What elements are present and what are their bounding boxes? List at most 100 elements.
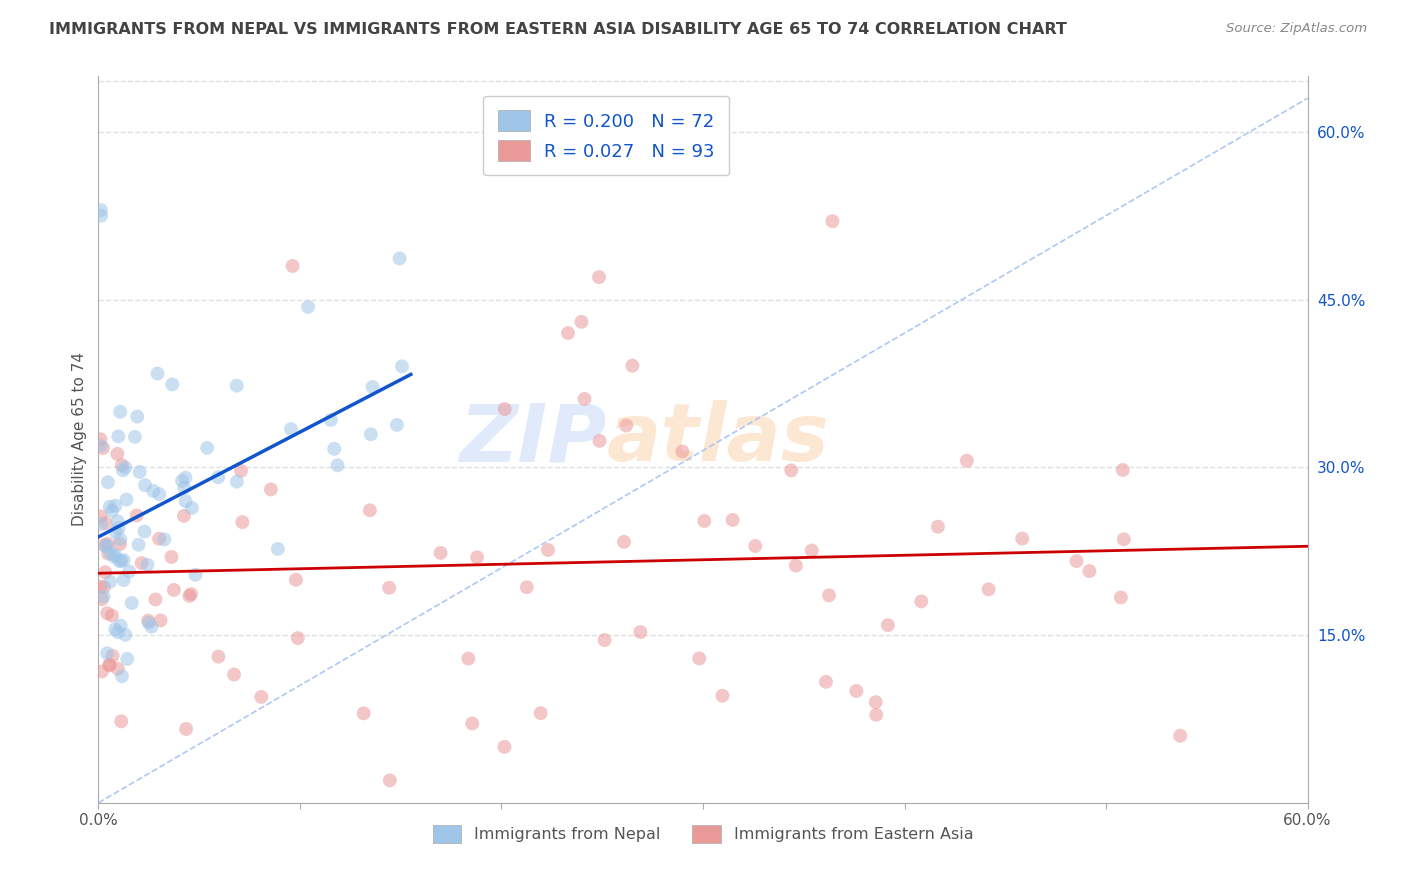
Point — [134, 478, 156, 492]
Point — [173, 481, 195, 495]
Point — [90, 665, 112, 679]
Point — [124, 430, 146, 444]
Point — [91, 441, 114, 455]
Point — [94, 539, 117, 553]
Point — [977, 582, 1000, 597]
Point — [107, 515, 129, 529]
Point — [1168, 729, 1191, 743]
Point — [110, 405, 132, 419]
Point — [173, 508, 195, 523]
Point — [613, 534, 636, 549]
Point — [845, 684, 868, 698]
Point — [184, 567, 207, 582]
Point — [146, 367, 169, 381]
Text: atlas: atlas — [606, 401, 830, 478]
Point — [429, 546, 451, 560]
Point — [105, 447, 128, 461]
Point — [89, 580, 111, 594]
Point — [588, 434, 610, 448]
Point — [927, 519, 949, 533]
Point — [1078, 564, 1101, 578]
Point — [593, 633, 616, 648]
Point — [180, 587, 202, 601]
Point — [104, 499, 127, 513]
Point — [1112, 463, 1135, 477]
Point — [378, 773, 401, 788]
Point — [110, 618, 132, 632]
Point — [800, 543, 823, 558]
Point — [118, 565, 141, 579]
Point — [229, 464, 252, 478]
Point — [98, 658, 121, 673]
Point — [621, 359, 644, 373]
Point — [103, 549, 125, 564]
Point — [97, 475, 120, 490]
Point — [89, 509, 111, 524]
Point — [111, 669, 134, 683]
Point — [494, 402, 516, 417]
Point — [222, 667, 245, 681]
Point — [780, 463, 803, 477]
Point — [90, 202, 112, 217]
Point — [94, 566, 117, 580]
Point — [93, 589, 115, 603]
Point — [571, 315, 593, 329]
Point — [101, 648, 124, 663]
Point — [557, 326, 579, 340]
Point — [818, 588, 841, 602]
Point — [100, 547, 122, 561]
Point — [865, 707, 887, 722]
Text: IMMIGRANTS FROM NEPAL VS IMMIGRANTS FROM EASTERN ASIA DISABILITY AGE 65 TO 74 CO: IMMIGRANTS FROM NEPAL VS IMMIGRANTS FROM… — [49, 22, 1067, 37]
Point — [138, 615, 160, 630]
Point — [153, 533, 176, 547]
Point — [588, 270, 610, 285]
Point — [111, 458, 134, 473]
Point — [179, 589, 201, 603]
Point — [530, 706, 553, 721]
Point — [112, 573, 135, 587]
Point — [94, 516, 117, 531]
Point — [93, 538, 115, 552]
Point — [574, 392, 596, 406]
Point — [361, 380, 384, 394]
Point — [693, 514, 716, 528]
Point — [174, 471, 197, 485]
Point — [107, 662, 129, 676]
Point — [89, 432, 111, 446]
Point — [163, 582, 186, 597]
Point — [260, 483, 283, 497]
Text: ZIP: ZIP — [458, 401, 606, 478]
Point — [90, 517, 112, 532]
Point — [174, 494, 197, 508]
Point — [114, 628, 136, 642]
Point — [160, 549, 183, 564]
Text: Source: ZipAtlas.com: Source: ZipAtlas.com — [1226, 22, 1367, 36]
Point — [297, 300, 319, 314]
Point — [145, 592, 167, 607]
Point — [117, 652, 139, 666]
Point — [97, 537, 120, 551]
Point — [877, 618, 900, 632]
Point — [323, 442, 346, 456]
Point — [353, 706, 375, 721]
Point — [104, 623, 127, 637]
Point — [614, 418, 637, 433]
Point — [207, 649, 229, 664]
Point — [326, 458, 349, 473]
Point — [671, 444, 693, 458]
Point — [96, 606, 118, 620]
Point — [537, 543, 560, 558]
Point — [180, 500, 202, 515]
Point — [319, 413, 342, 427]
Y-axis label: Disability Age 65 to 74: Disability Age 65 to 74 — [72, 352, 87, 526]
Point — [457, 651, 479, 665]
Point — [281, 259, 304, 273]
Point — [910, 594, 932, 608]
Point — [628, 625, 651, 640]
Point — [142, 483, 165, 498]
Point — [107, 521, 129, 535]
Point — [108, 537, 131, 551]
Point — [134, 524, 156, 539]
Point — [128, 465, 150, 479]
Point — [378, 581, 401, 595]
